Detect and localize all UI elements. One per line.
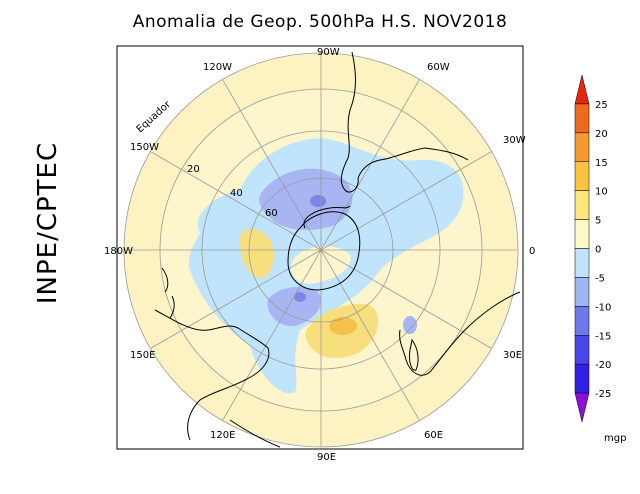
colorbar-box: [574, 132, 590, 162]
negative-anomaly-core: [310, 195, 326, 207]
lon-label-150e: 150E: [130, 350, 155, 361]
antarctic-peninsula: [303, 205, 351, 229]
lat-label-40: 40: [230, 188, 243, 199]
colorbar-tick-label: -10: [595, 302, 611, 313]
colorbar-box: [574, 392, 590, 423]
colorbar-box: [574, 306, 590, 336]
australia-coast: [154, 309, 270, 441]
lon-label-60e: 60E: [424, 430, 443, 441]
colorbar-tick-label: 20: [595, 129, 608, 140]
lon-label-120w: 120W: [203, 62, 232, 73]
madagascar-coast: [409, 338, 419, 371]
colorbar-box: [574, 74, 590, 105]
map-frame: [116, 45, 524, 450]
colorbar-box: [574, 363, 590, 394]
lon-label-30w: 30W: [503, 135, 526, 146]
colorbar-tick-label: -15: [595, 331, 611, 342]
lon-label-0: 0: [529, 246, 535, 257]
south-america-coast: [340, 51, 469, 193]
colorbar-tick-label: -25: [595, 389, 611, 400]
lon-label-90w: 90W: [317, 47, 340, 58]
coastlines: [154, 51, 521, 448]
negative-anomaly-medium-2: [267, 286, 322, 327]
positive-anomaly-core: [329, 317, 357, 335]
colorbar-box: [574, 161, 590, 191]
colorbar-tick-label: 15: [595, 158, 608, 169]
colorbar-tick-label: -20: [595, 360, 611, 371]
lat-label-60: 60: [265, 208, 278, 219]
lon-label-150w: 150W: [130, 142, 159, 153]
colorbar-tick-label: -5: [595, 273, 605, 284]
new-zealand-coast: [161, 267, 175, 319]
longitude-labels: 90W 120W 60W 150W 30W 180W 0 150E 30E 12…: [104, 47, 535, 463]
africa-coast: [399, 291, 521, 376]
lon-label-60w: 60W: [427, 62, 450, 73]
colorbar-box: [574, 335, 590, 365]
colorbar-unit: mgp: [604, 433, 626, 444]
lon-label-30e: 30E: [503, 350, 522, 361]
colorbar-box: [574, 277, 590, 307]
antarctica-coast: [287, 211, 361, 291]
asia-coast: [229, 419, 281, 448]
map-title: Anomalia de Geop. 500hPa H.S. NOV2018: [132, 12, 508, 32]
colorbar-tick-label: 25: [595, 100, 608, 111]
positive-anomaly-left: [239, 229, 274, 278]
colorbar-box: [574, 248, 590, 278]
colorbar-tick-label: 10: [595, 187, 608, 198]
lon-label-120e: 120E: [210, 430, 235, 441]
lon-label-180w: 180W: [104, 246, 133, 257]
colorbar-tick-label: 5: [595, 216, 601, 227]
colorbar-box: [574, 103, 590, 134]
lat-label-20: 20: [187, 164, 200, 175]
negative-anomaly-small: [403, 316, 417, 334]
colorbar-box: [574, 219, 590, 249]
latitude-labels: 20 40 60: [187, 164, 278, 219]
colorbar-tick-label: 0: [595, 245, 601, 256]
colorbar-box: [574, 190, 590, 220]
negative-anomaly-core-2: [294, 292, 306, 302]
lon-label-90e: 90E: [317, 452, 336, 463]
